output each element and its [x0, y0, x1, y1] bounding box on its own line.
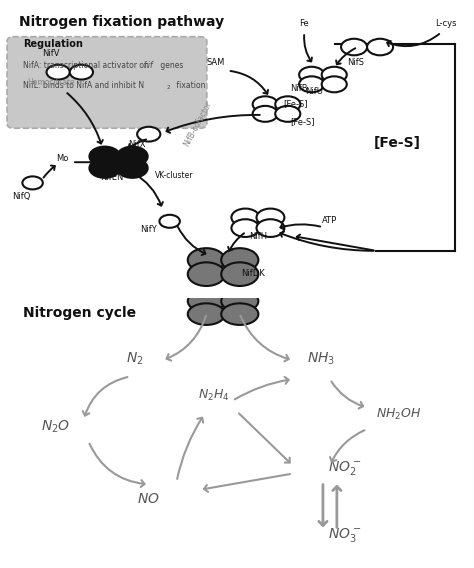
Circle shape — [256, 208, 284, 226]
Circle shape — [117, 158, 148, 178]
Circle shape — [231, 219, 259, 237]
Circle shape — [117, 147, 148, 166]
Circle shape — [221, 303, 258, 325]
Circle shape — [137, 127, 160, 141]
Circle shape — [90, 147, 120, 166]
Circle shape — [90, 158, 120, 178]
Text: $NH_3$: $NH_3$ — [307, 351, 335, 367]
Circle shape — [275, 106, 301, 122]
Text: Mo: Mo — [56, 154, 69, 163]
Circle shape — [22, 177, 43, 189]
Circle shape — [221, 262, 258, 286]
Circle shape — [341, 39, 367, 55]
Text: NifDK: NifDK — [241, 269, 265, 278]
Text: NifQ: NifQ — [12, 192, 30, 201]
Text: $N_2$: $N_2$ — [126, 351, 144, 367]
Text: SAM: SAM — [207, 58, 225, 67]
Circle shape — [46, 65, 70, 80]
Text: NifU: NifU — [305, 87, 323, 97]
Circle shape — [231, 208, 259, 226]
Circle shape — [275, 97, 301, 112]
Text: [Fe-S]: [Fe-S] — [374, 136, 421, 151]
Text: $NO_3^-$: $NO_3^-$ — [328, 527, 361, 544]
Text: Regulation: Regulation — [23, 39, 83, 49]
Text: $N_2O$: $N_2O$ — [41, 419, 71, 435]
Text: NifS: NifS — [347, 58, 364, 67]
Text: NifH: NifH — [249, 232, 267, 241]
Text: Nitrogen fixation pathway: Nitrogen fixation pathway — [18, 15, 224, 28]
Text: $N_2H_4$: $N_2H_4$ — [198, 389, 229, 403]
Text: L-cys: L-cys — [435, 19, 457, 28]
Text: nif: nif — [144, 61, 154, 70]
Text: $NO$: $NO$ — [137, 492, 160, 506]
Circle shape — [188, 262, 225, 286]
Circle shape — [221, 290, 258, 312]
Text: Fe: Fe — [300, 19, 309, 28]
Circle shape — [322, 67, 347, 83]
Text: NifV: NifV — [43, 49, 60, 58]
Text: [Fe-S]: [Fe-S] — [291, 117, 315, 126]
Text: NifA: transcriptional activator of: NifA: transcriptional activator of — [23, 61, 149, 70]
Text: ATP: ATP — [322, 216, 337, 225]
Circle shape — [188, 303, 225, 325]
FancyBboxPatch shape — [7, 37, 207, 128]
Text: NifB: NifB — [291, 84, 308, 93]
Text: VK-cluster: VK-cluster — [155, 172, 193, 181]
Circle shape — [159, 215, 180, 228]
Text: NifB-cofactor: NifB-cofactor — [182, 99, 213, 148]
Text: NifL: binds to NifA and inhibit N: NifL: binds to NifA and inhibit N — [23, 81, 145, 90]
Text: $NO_2^-$: $NO_2^-$ — [328, 459, 361, 477]
Circle shape — [70, 65, 93, 80]
Circle shape — [221, 248, 258, 272]
Text: NifY: NifY — [140, 224, 157, 233]
Circle shape — [188, 248, 225, 272]
Text: [Fe-S]: [Fe-S] — [283, 99, 307, 108]
Text: NifEN: NifEN — [100, 173, 123, 182]
Text: $_2$: $_2$ — [166, 83, 172, 92]
Text: $NH_2OH$: $NH_2OH$ — [376, 407, 422, 423]
Circle shape — [188, 290, 225, 312]
Circle shape — [367, 39, 393, 55]
Text: fixation: fixation — [174, 81, 206, 90]
Text: NifX: NifX — [128, 140, 146, 149]
Text: genes: genes — [158, 61, 183, 70]
Circle shape — [299, 67, 324, 83]
Text: Nitrogen cycle: Nitrogen cycle — [23, 306, 137, 320]
Circle shape — [256, 219, 284, 237]
Circle shape — [253, 106, 278, 122]
Text: Homocitrate: Homocitrate — [27, 78, 75, 87]
Circle shape — [253, 97, 278, 112]
Circle shape — [299, 76, 324, 92]
Circle shape — [322, 76, 347, 92]
